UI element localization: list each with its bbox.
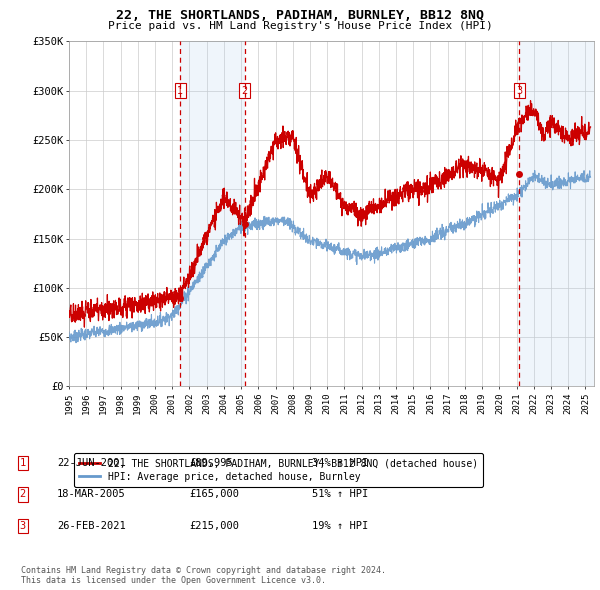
Text: Price paid vs. HM Land Registry's House Price Index (HPI): Price paid vs. HM Land Registry's House … [107, 21, 493, 31]
Text: 2: 2 [20, 490, 26, 499]
Text: 22-JUN-2001: 22-JUN-2001 [57, 458, 126, 468]
Text: 19% ↑ HPI: 19% ↑ HPI [312, 521, 368, 530]
Text: £89,995: £89,995 [189, 458, 233, 468]
Text: £165,000: £165,000 [189, 490, 239, 499]
Legend: 22, THE SHORTLANDS, PADIHAM, BURNLEY, BB12 8NQ (detached house), HPI: Average pr: 22, THE SHORTLANDS, PADIHAM, BURNLEY, BB… [74, 453, 483, 487]
Text: 18-MAR-2005: 18-MAR-2005 [57, 490, 126, 499]
Text: 1: 1 [20, 458, 26, 468]
Bar [181, 41, 245, 386]
Bar [519, 41, 594, 386]
Text: Contains HM Land Registry data © Crown copyright and database right 2024.
This d: Contains HM Land Registry data © Crown c… [21, 566, 386, 585]
Text: 51% ↑ HPI: 51% ↑ HPI [312, 490, 368, 499]
Text: 3: 3 [516, 86, 522, 96]
Text: 2: 2 [242, 86, 248, 96]
Text: 22, THE SHORTLANDS, PADIHAM, BURNLEY, BB12 8NQ: 22, THE SHORTLANDS, PADIHAM, BURNLEY, BB… [116, 9, 484, 22]
Text: 1: 1 [178, 86, 184, 96]
Text: £215,000: £215,000 [189, 521, 239, 530]
Text: 34% ↑ HPI: 34% ↑ HPI [312, 458, 368, 468]
Text: 3: 3 [20, 521, 26, 530]
Text: 26-FEB-2021: 26-FEB-2021 [57, 521, 126, 530]
